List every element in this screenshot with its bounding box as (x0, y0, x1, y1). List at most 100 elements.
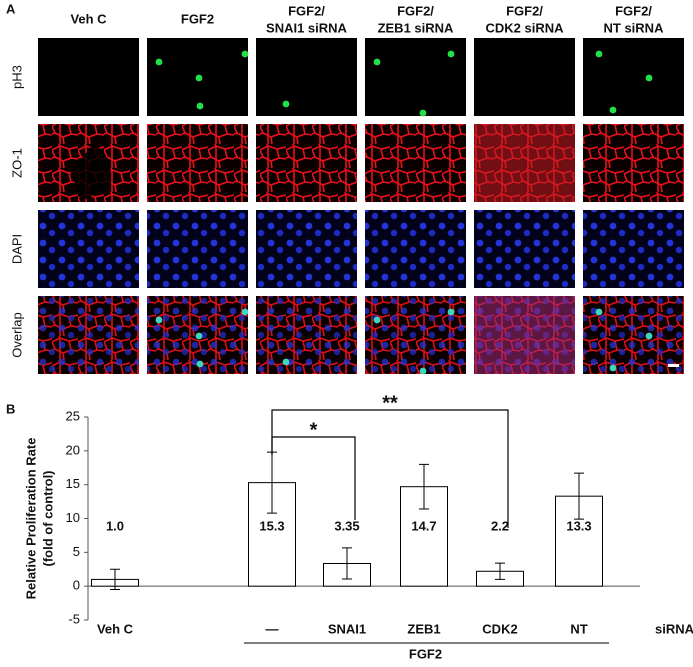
micrograph (583, 296, 684, 374)
micrograph (583, 210, 684, 288)
column-header: FGF2/ (615, 3, 652, 18)
micrograph-layer (38, 38, 139, 116)
column-header: CDK2 siRNA (485, 20, 564, 35)
micrograph-layer (595, 50, 603, 58)
micrograph (583, 124, 684, 202)
significance-label: * (310, 419, 318, 441)
value-label: 15.3 (259, 518, 284, 533)
micrograph-layer (241, 50, 249, 58)
panel-label: B (6, 401, 15, 416)
value-label: 13.3 (566, 518, 591, 533)
micrograph-layer (609, 364, 617, 372)
y-tick-label: 20 (66, 442, 80, 457)
column-header: FGF2 (181, 11, 214, 26)
micrograph-layer (447, 50, 455, 58)
micrograph-layer (645, 74, 653, 82)
y-tick-label: 25 (66, 408, 80, 423)
x-tick-label: ZEB1 (407, 621, 440, 636)
micrograph (365, 38, 466, 117)
micrograph-layer (71, 144, 112, 202)
micrograph (365, 210, 466, 288)
micrograph-layer (282, 358, 290, 366)
y-tick-label: 15 (66, 476, 80, 491)
x-tick-label: NT (570, 621, 587, 636)
micrograph (365, 296, 466, 375)
micrograph-layer (583, 124, 684, 202)
y-tick-label: -5 (68, 611, 80, 626)
micrograph-layer (365, 210, 466, 288)
micrograph-layer (365, 38, 466, 116)
micrograph-layer (256, 210, 357, 288)
micrograph-layer (419, 367, 427, 375)
error-bar (110, 568, 120, 591)
value-label: 3.35 (334, 518, 359, 533)
panel-label: A (6, 1, 16, 16)
value-label: 2.2 (491, 518, 509, 533)
error-bar (495, 562, 505, 580)
micrograph (256, 210, 357, 288)
micrograph (38, 124, 139, 202)
column-header: FGF2/ (506, 3, 543, 18)
micrograph-layer (595, 308, 603, 316)
x-axis-title: siRNA (655, 621, 693, 636)
y-axis-title: Relative Proliferation Rate (23, 438, 38, 600)
micrograph-layer (155, 58, 163, 66)
y-tick-label: 10 (66, 510, 80, 525)
micrograph (474, 210, 575, 288)
y-tick-label: 5 (73, 544, 80, 559)
significance-label: ** (382, 392, 398, 414)
micrograph-layer (474, 210, 575, 288)
row-label: DAPI (9, 234, 24, 264)
error-bar (419, 463, 429, 510)
micrograph-layer (668, 364, 679, 367)
micrograph (147, 210, 248, 288)
row-label: pH3 (9, 65, 24, 89)
micrograph-layer (155, 316, 163, 324)
micrograph (147, 296, 249, 374)
micrograph-layer (38, 210, 139, 288)
micrograph-layer (365, 124, 466, 202)
micrograph-layer (256, 296, 357, 374)
column-header: ZEB1 siRNA (378, 20, 454, 35)
value-label: 1.0 (106, 518, 124, 533)
micrograph (474, 38, 575, 116)
group-label: FGF2 (409, 646, 442, 661)
micrograph-layer (474, 124, 575, 202)
significance-bracket (271, 409, 509, 528)
micrograph (256, 38, 357, 116)
x-tick-label: SNAI1 (328, 621, 366, 636)
micrograph-layer (645, 332, 653, 340)
micrograph-layer (447, 308, 455, 316)
micrograph (365, 124, 466, 202)
micrograph-layer (583, 38, 684, 116)
micrograph-layer (196, 360, 204, 368)
column-header: FGF2/ (288, 3, 325, 18)
micrograph-layer (195, 332, 203, 340)
micrograph (256, 124, 357, 202)
micrograph-layer (196, 102, 204, 110)
micrograph (256, 296, 357, 374)
micrograph (583, 38, 684, 116)
micrograph-layer (147, 210, 248, 288)
micrograph-layer (282, 100, 290, 108)
column-header: SNAI1 siRNA (266, 20, 348, 35)
y-axis-title: (fold of control) (40, 470, 55, 566)
y-tick-label: 0 (73, 578, 80, 593)
micrograph-layer (147, 124, 248, 202)
error-bar (574, 472, 584, 520)
micrograph-layer (256, 38, 357, 116)
row-label: Overlap (9, 312, 24, 358)
micrograph-layer (583, 210, 684, 288)
x-tick-label: CDK2 (482, 621, 517, 636)
micrograph (38, 296, 139, 374)
micrograph (38, 210, 139, 288)
column-header: FGF2/ (397, 3, 434, 18)
micrograph (147, 124, 248, 202)
micrograph-layer (419, 109, 427, 117)
micrograph-layer (373, 316, 381, 324)
micrograph-layer (256, 124, 357, 202)
error-bar (342, 547, 352, 580)
micrograph-layer (38, 296, 139, 374)
